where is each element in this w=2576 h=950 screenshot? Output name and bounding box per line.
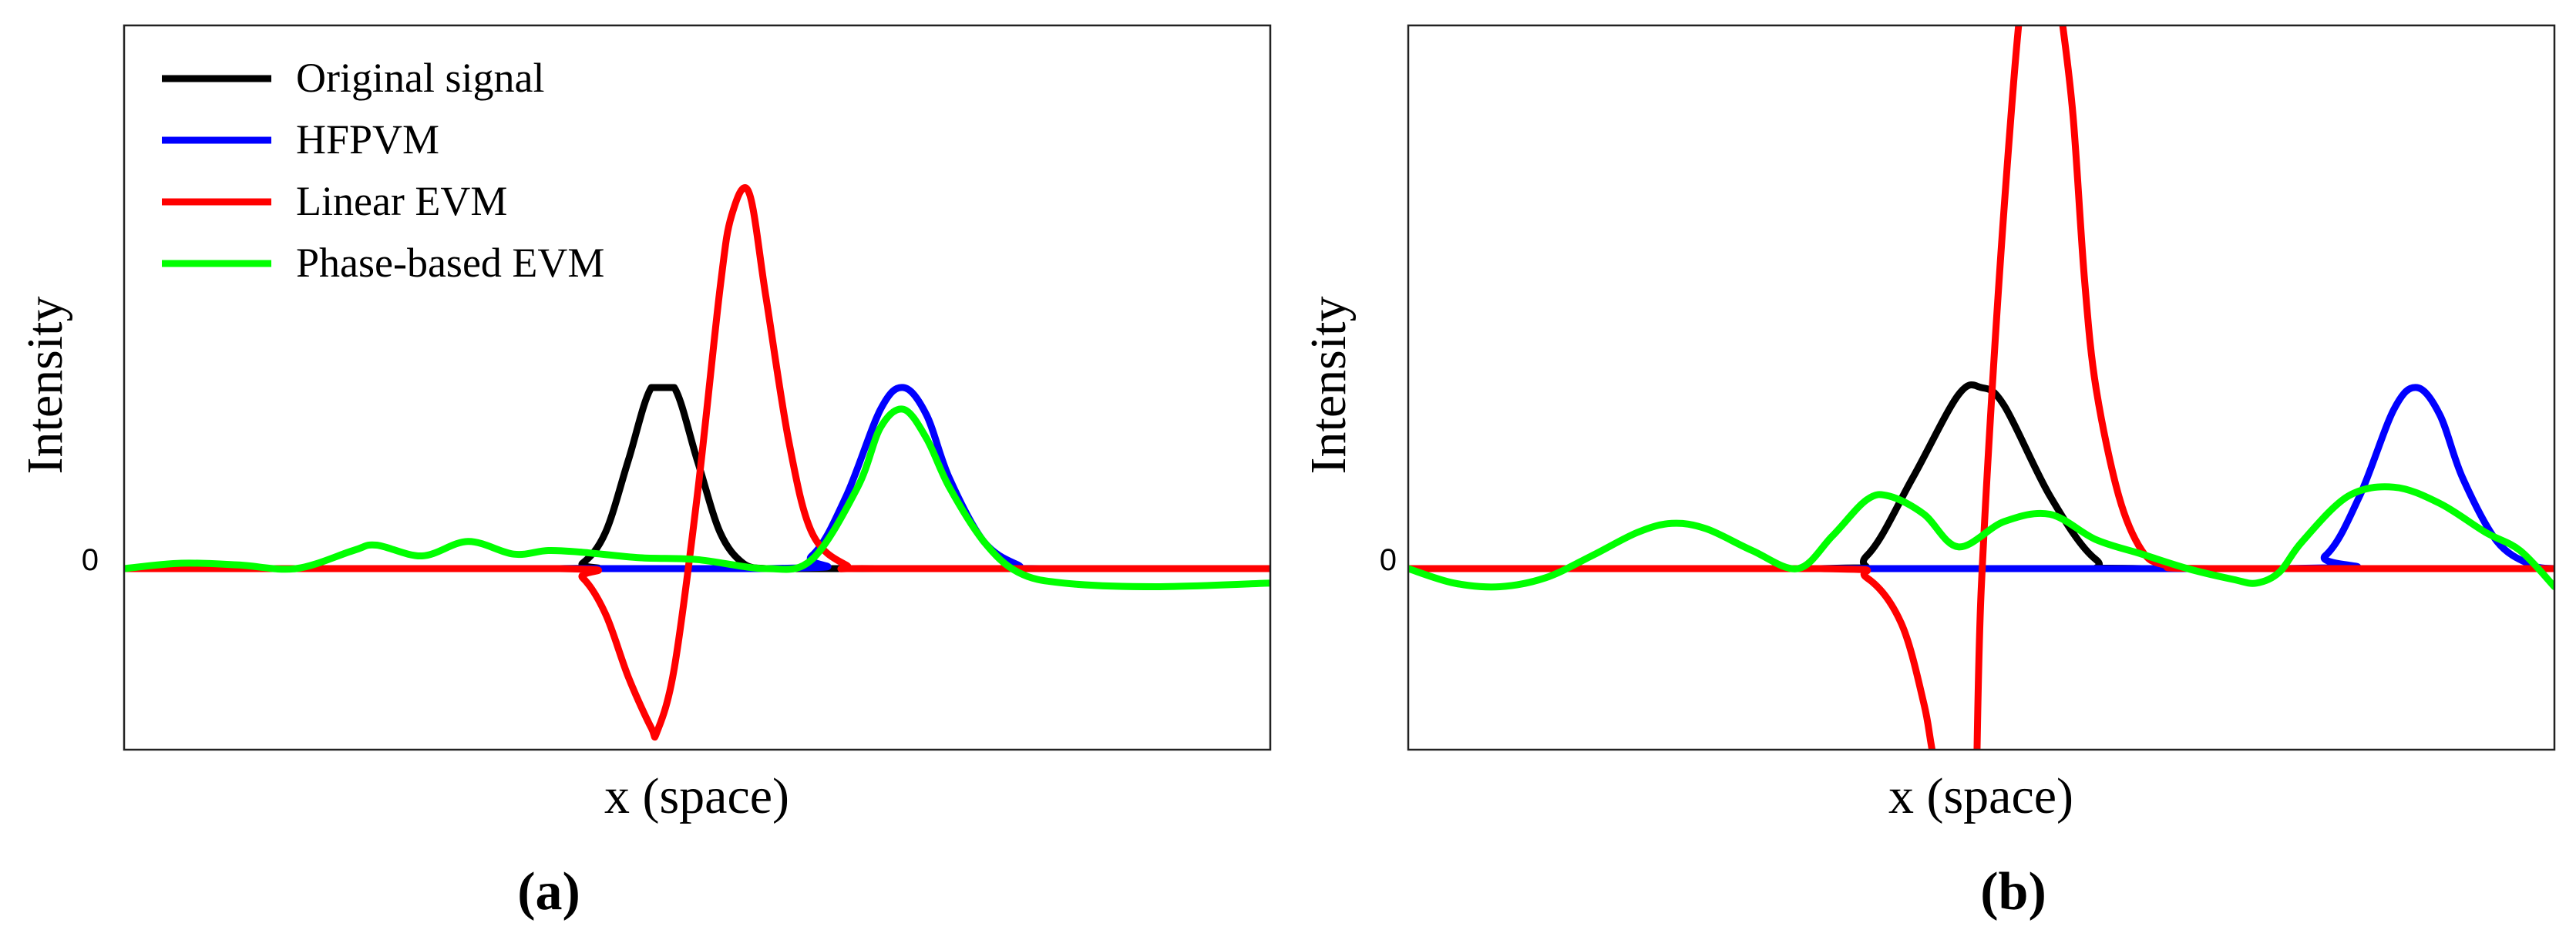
y-tick-label-a: 0 bbox=[82, 543, 99, 577]
series-line-phase-based-evm-b bbox=[1408, 483, 2554, 591]
plot-frame-b bbox=[1407, 24, 2556, 751]
y-axis-label-b: Intensity bbox=[1300, 297, 1357, 475]
x-axis-label-a: x (space) bbox=[604, 768, 789, 824]
series-group-b bbox=[1408, 25, 2554, 750]
panel-label-a: (a) bbox=[517, 862, 580, 921]
plot-area-b bbox=[1408, 25, 2554, 750]
legend-label-original-signal: Original signal bbox=[296, 55, 544, 101]
chart-panel-b: 0 Intensity x (space) (b) bbox=[1300, 24, 2556, 921]
plot-area-a bbox=[124, 184, 1270, 741]
legend-label-linear-evm: Linear EVM bbox=[296, 178, 507, 224]
y-axis-label-a: Intensity bbox=[17, 297, 73, 475]
series-group-a bbox=[124, 184, 1270, 741]
series-line-linear-evm-a bbox=[124, 184, 1270, 741]
x-axis-label-b: x (space) bbox=[1888, 768, 2073, 824]
chart-panel-a: 0 Intensity x (space) (a) Original signa… bbox=[17, 24, 1272, 921]
series-line-hfpvm-b bbox=[1408, 384, 2554, 572]
plot-frame-a bbox=[123, 24, 1272, 751]
y-tick-label-b: 0 bbox=[1380, 543, 1397, 577]
series-line-phase-based-evm-a bbox=[124, 405, 1270, 590]
panel-label-b: (b) bbox=[1980, 862, 2046, 921]
series-line-linear-evm-b bbox=[1408, 25, 2554, 750]
legend: Original signal HFPVM Linear EVM Phase-b… bbox=[162, 55, 604, 286]
legend-label-phase-based-evm: Phase-based EVM bbox=[296, 240, 604, 286]
legend-label-hfpvm: HFPVM bbox=[296, 116, 439, 163]
